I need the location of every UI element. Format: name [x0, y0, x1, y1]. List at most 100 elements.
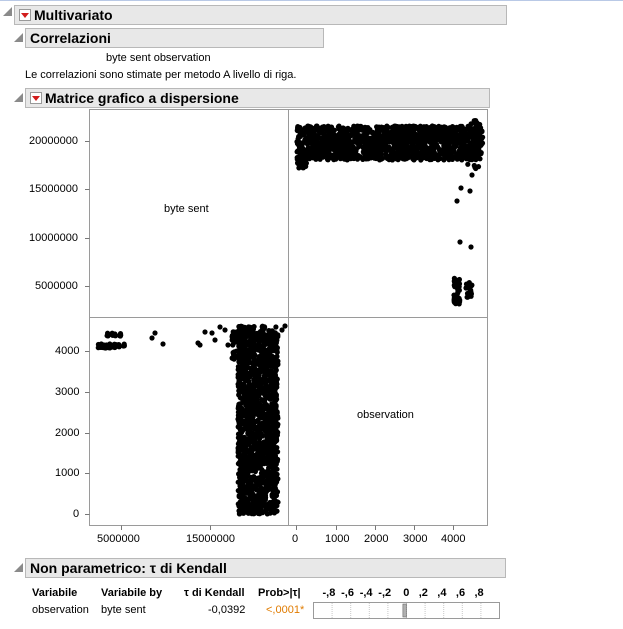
scatter-point — [434, 154, 440, 160]
scatter-point — [356, 124, 362, 130]
scatter-point — [377, 139, 384, 145]
scatter-point — [334, 133, 340, 139]
scatter-point — [443, 145, 450, 151]
scatter-point — [384, 123, 390, 129]
scatter-point — [368, 143, 374, 149]
disclosure-triangle-icon[interactable] — [3, 7, 12, 16]
scatter-point — [313, 144, 319, 150]
red-triangle-menu-icon[interactable] — [19, 9, 31, 21]
scatter-point — [420, 155, 426, 161]
scatter-point — [365, 156, 371, 162]
correlations-title: Correlazioni — [30, 30, 111, 46]
scatter-point — [429, 128, 435, 135]
multivariate-header[interactable]: Multivariato — [14, 5, 507, 25]
scatter-point — [355, 153, 361, 159]
scatter-point — [471, 127, 477, 133]
correlations-header[interactable]: Correlazioni — [25, 28, 324, 48]
scatter-point — [476, 148, 482, 154]
scatter-point — [314, 135, 320, 141]
scatter-points-byte-sent-vs-observation — [294, 118, 486, 307]
correlation-columns: byte sent observation — [106, 52, 211, 64]
scatter-point — [383, 139, 389, 145]
scatter-point — [464, 135, 470, 141]
scatter-point — [457, 137, 463, 143]
scatter-point — [456, 132, 462, 138]
scatter-point — [424, 134, 431, 140]
scatter-point — [438, 139, 444, 145]
scatter-point — [306, 123, 312, 129]
scatter-point — [400, 129, 406, 135]
multivariate-title: Multivariato — [34, 7, 113, 23]
scatter-point — [449, 132, 455, 138]
scatter-point — [314, 127, 320, 133]
scatter-point — [438, 127, 445, 133]
scatter-point — [451, 145, 457, 151]
scatter-point — [348, 156, 354, 162]
scatter-point — [443, 152, 449, 158]
scatter-point — [337, 149, 343, 155]
scatter-point — [386, 144, 392, 150]
scatter-point — [416, 150, 422, 156]
scatter-point — [465, 161, 471, 167]
tick-marks — [85, 141, 454, 530]
scatter-point — [402, 147, 408, 153]
scatter-point — [407, 139, 413, 145]
scatter-point — [332, 145, 338, 151]
scatter-point — [342, 148, 348, 154]
scatter-point — [392, 123, 398, 130]
scatter-point — [320, 154, 326, 160]
top-rule — [0, 0, 623, 1]
scatter-point — [318, 144, 324, 150]
scatter-point — [342, 130, 348, 136]
scatter-point — [413, 125, 419, 131]
scatter-point — [341, 137, 347, 144]
scatter-point — [426, 125, 433, 131]
scatter-point — [361, 138, 367, 144]
scatter-point — [453, 128, 459, 134]
disclosure-triangle-icon[interactable] — [14, 33, 23, 42]
scatter-point — [295, 125, 301, 131]
scatter-matrix-header[interactable]: Matrice grafico a dispersione — [25, 88, 490, 108]
scatter-point — [319, 126, 325, 132]
scatter-point — [391, 145, 397, 152]
red-triangle-menu-icon[interactable] — [30, 92, 42, 104]
scatter-point — [397, 133, 403, 139]
scatter-point — [325, 135, 331, 141]
scatter-point — [303, 163, 309, 169]
scatter-point — [323, 142, 330, 148]
scatter-point — [295, 138, 301, 144]
scatter-point — [309, 147, 315, 153]
scatter-point — [407, 132, 413, 138]
scatter-point — [406, 123, 412, 129]
scatter-point — [349, 126, 355, 132]
disclosure-triangle-icon[interactable] — [14, 93, 23, 102]
scatter-point — [347, 132, 354, 139]
scatter-point — [373, 155, 379, 162]
scatter-point — [458, 147, 464, 153]
scatter-point — [477, 121, 483, 128]
scatter-point — [378, 151, 384, 157]
scatter-point — [381, 147, 388, 153]
scatter-point — [341, 153, 347, 159]
scatter-point — [316, 152, 322, 158]
scatter-point — [392, 132, 398, 138]
scatter-point — [331, 157, 337, 163]
scatter-point — [471, 143, 477, 149]
scatter-point — [416, 135, 422, 141]
scatter-point — [397, 149, 403, 155]
scatter-point — [309, 138, 315, 144]
scatter-point — [304, 152, 310, 158]
scatter-point — [468, 155, 474, 161]
correlation-note: Le correlazioni sono stimate per metodo … — [25, 69, 297, 81]
scatter-point — [479, 128, 485, 134]
scatter-point — [392, 152, 398, 158]
scatter-point — [350, 144, 356, 150]
scatter-point — [296, 165, 302, 171]
scatter-point — [321, 131, 327, 137]
scatter-matrix-title: Matrice grafico a dispersione — [45, 90, 239, 106]
scatter-point — [327, 126, 333, 132]
scatter-point — [373, 135, 379, 141]
scatter-point — [465, 145, 471, 151]
